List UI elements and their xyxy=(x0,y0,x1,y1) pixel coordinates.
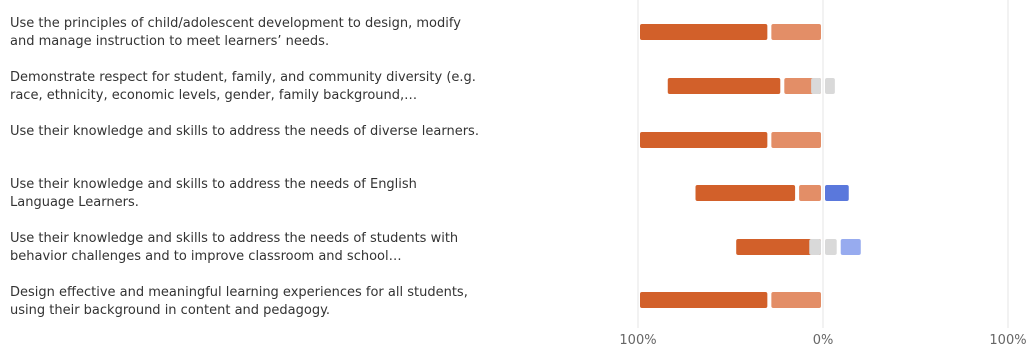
x-tick-label-2: 100% xyxy=(989,333,1026,348)
row-label-5: Use their knowledge and skills to addres… xyxy=(10,231,459,264)
bar-row5-neutral-right xyxy=(825,239,837,255)
bar-row4-pos0 xyxy=(825,185,849,201)
bar-row2-neg1 xyxy=(667,78,781,94)
bar-row2-neutral-right xyxy=(825,78,835,94)
bar-row5-neutral-left xyxy=(809,239,821,255)
bar-row4-neg0 xyxy=(799,185,821,201)
row-label-2: Demonstrate respect for student, family,… xyxy=(10,70,476,103)
bar-row5-neg1 xyxy=(736,239,821,255)
x-tick-label-1: 0% xyxy=(813,333,834,348)
bar-row4-neg1 xyxy=(695,185,796,201)
bar-row3-neg1 xyxy=(640,132,768,148)
bar-row6-neg1 xyxy=(640,292,768,308)
bar-row1-neg1 xyxy=(640,24,768,40)
row-label-4: Use their knowledge and skills to addres… xyxy=(10,177,417,210)
row-label-1: Use the principles of child/adolescent d… xyxy=(10,16,461,49)
row-label-6: Design effective and meaningful learning… xyxy=(10,285,468,318)
bar-row2-neutral-left xyxy=(811,78,821,94)
bar-row5-pos1 xyxy=(840,239,861,255)
x-tick-label-0: 100% xyxy=(619,333,656,348)
bar-row3-neg0 xyxy=(771,132,821,148)
row-label-3: Use their knowledge and skills to addres… xyxy=(10,124,479,139)
bar-row1-neg0 xyxy=(771,24,821,40)
bar-row6-neg0 xyxy=(771,292,821,308)
